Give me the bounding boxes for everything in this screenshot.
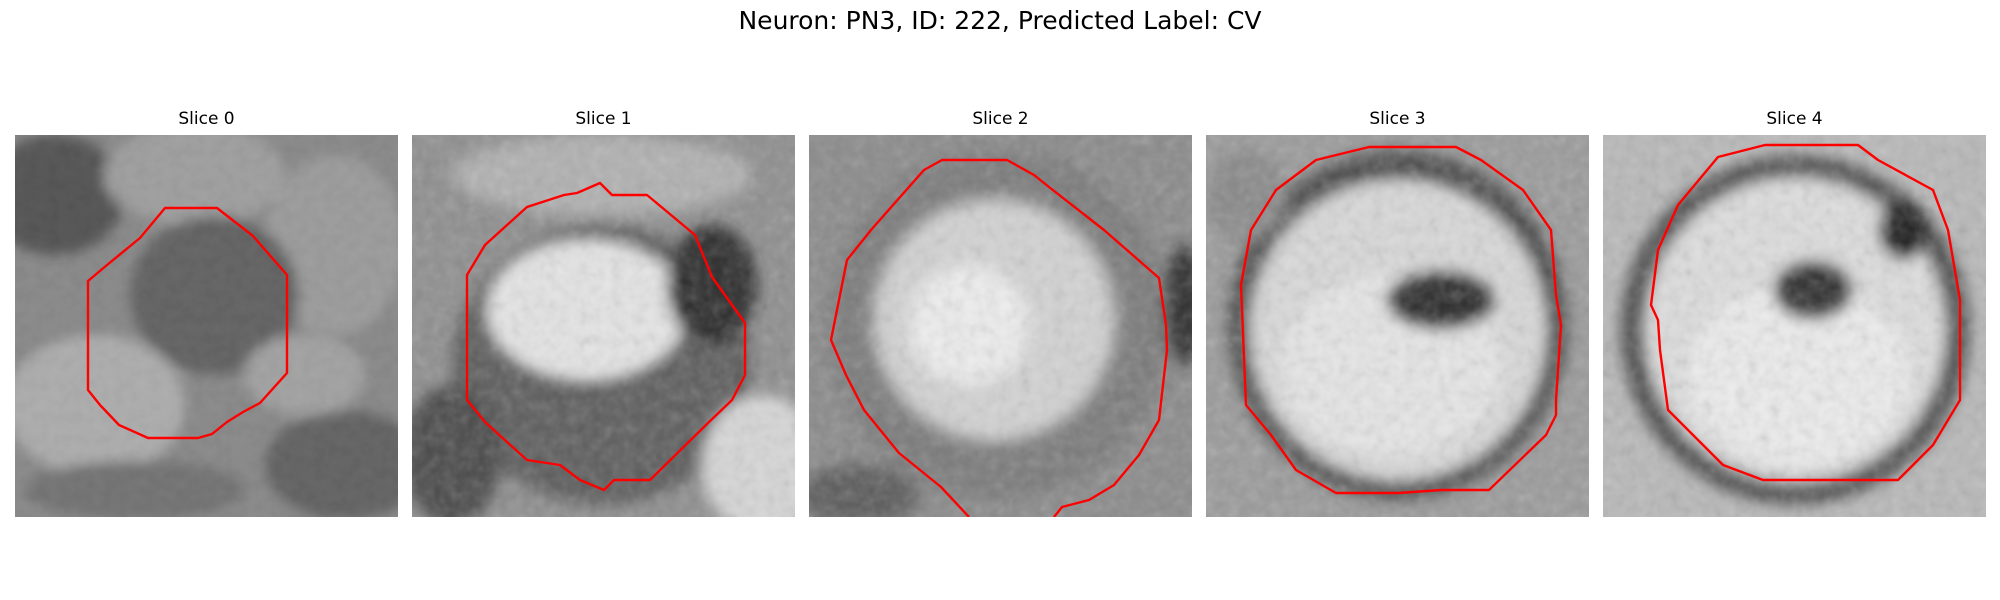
slice-2-title: Slice 2 (972, 109, 1029, 129)
slice-0-contour (86, 206, 289, 440)
slice-4-title: Slice 4 (1766, 109, 1823, 129)
slice-3-title: Slice 3 (1369, 109, 1426, 129)
slice-1-contour (465, 181, 747, 492)
slice-0-image (15, 135, 398, 517)
figure-title: Neuron: PN3, ID: 222, Predicted Label: C… (738, 6, 1262, 35)
slice-3-panel: Slice 3 (1206, 109, 1589, 517)
slice-2-image (809, 135, 1192, 517)
slice-4-image (1603, 135, 1986, 517)
slice-1-panel: Slice 1 (412, 109, 795, 517)
slice-1-title: Slice 1 (575, 109, 632, 129)
slice-2-panel: Slice 2 (809, 109, 1192, 517)
slice-2-contour (829, 158, 1169, 517)
slice-3-contour (1239, 145, 1563, 495)
slice-3-image (1206, 135, 1589, 517)
slice-4-contour (1649, 143, 1962, 482)
slice-4-panel: Slice 4 (1603, 109, 1986, 517)
slice-0-panel: Slice 0 (15, 109, 398, 517)
slice-1-image (412, 135, 795, 517)
slice-0-title: Slice 0 (178, 109, 235, 129)
